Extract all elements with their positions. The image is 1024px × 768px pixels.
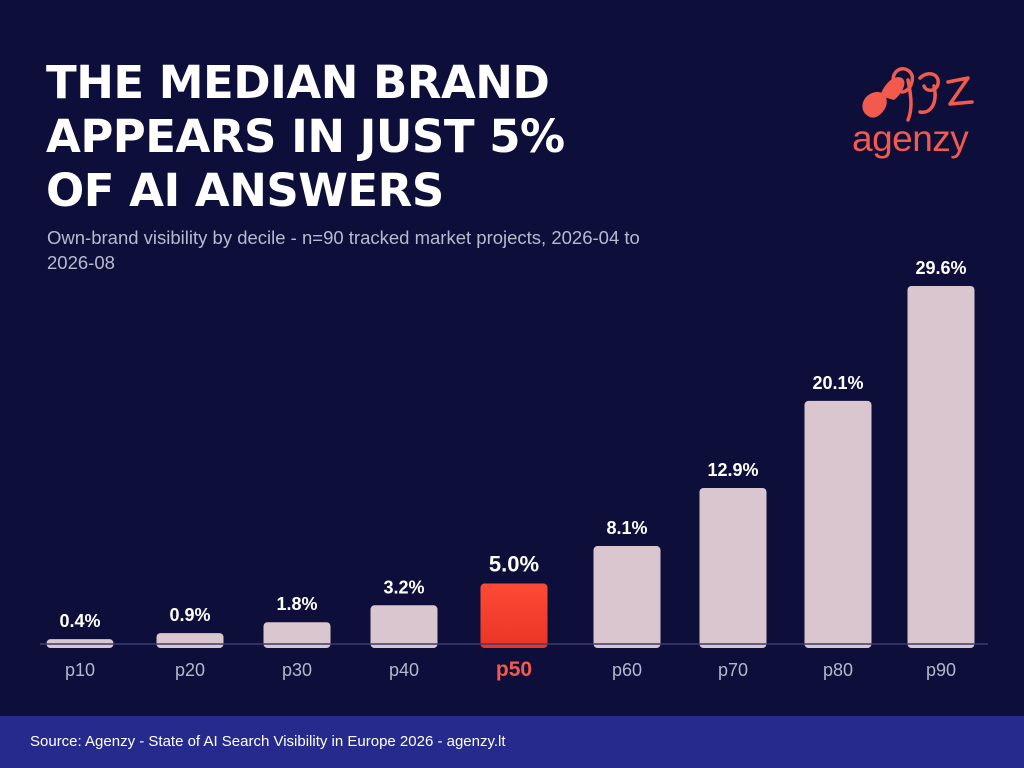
tick-label-p50: p50 (496, 658, 532, 681)
bar-p40 (370, 605, 438, 648)
data-label-p10: 0.4% (59, 611, 100, 631)
data-label-p80: 20.1% (812, 373, 863, 393)
data-label-p90: 29.6% (915, 258, 966, 278)
chart-subtitle: Own-brand visibility by decile - n=90 tr… (47, 227, 640, 273)
data-label-p30: 1.8% (276, 594, 317, 614)
page-title: THE MEDIAN BRAND APPEARS IN JUST 5% OF A… (46, 56, 565, 217)
data-label-p50: 5.0% (489, 552, 539, 577)
tick-label-p30: p30 (282, 660, 312, 680)
source-note: Source: Agenzy - State of AI Search Visi… (30, 733, 506, 750)
tick-label-p70: p70 (718, 660, 748, 680)
bar-p80 (804, 400, 872, 648)
tick-label-p80: p80 (823, 660, 853, 680)
bar-p60 (593, 546, 661, 648)
data-label-p20: 0.9% (169, 605, 210, 625)
tick-label-p40: p40 (389, 660, 419, 680)
bar-p70 (699, 487, 767, 648)
data-label-p70: 12.9% (707, 460, 758, 480)
footer-bar: Source: Agenzy - State of AI Search Visi… (0, 716, 1024, 768)
bar-p20 (156, 633, 224, 648)
data-label-p60: 8.1% (606, 518, 647, 538)
brand-name: agenzy (852, 118, 969, 159)
bar-p90 (907, 286, 975, 648)
bar-p30 (263, 622, 331, 648)
tick-label-p60: p60 (612, 660, 642, 680)
tick-label-p20: p20 (175, 660, 205, 680)
agenzy-logo-icon (862, 67, 974, 122)
tick-label-p90: p90 (926, 660, 956, 680)
tick-label-p10: p10 (65, 660, 95, 680)
bar-p50 (480, 583, 548, 648)
data-label-p40: 3.2% (383, 577, 424, 597)
